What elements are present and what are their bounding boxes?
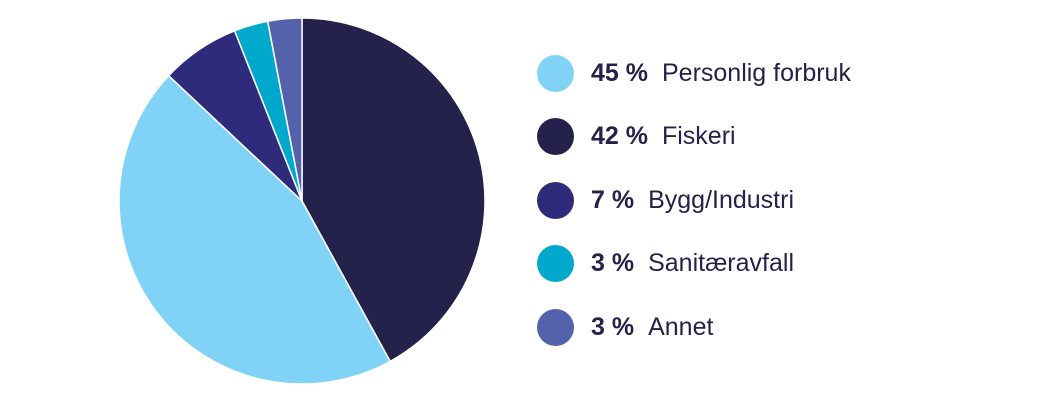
legend-label: Personlig forbruk <box>661 58 851 87</box>
legend-swatch <box>537 181 574 219</box>
pie-slice-fiskeri <box>301 17 486 363</box>
legend-swatch <box>537 54 574 92</box>
legend-swatch <box>537 308 574 346</box>
legend-item: 3 % Sanitæravfall <box>537 245 851 283</box>
legend-label: Sanitæravfall <box>648 249 794 277</box>
legend-percent: 42 % <box>591 122 648 150</box>
legend-item: 45 % Personlig forbruk <box>537 54 851 92</box>
legend-percent: 45 % <box>591 58 648 87</box>
legend-item: 3 % Annet <box>537 308 851 346</box>
legend-percent: 7 % <box>591 185 635 214</box>
pie-slice-annet <box>266 17 303 202</box>
legend-percent: 3 % <box>591 312 635 341</box>
legend-item: 42 % Fiskeri <box>537 118 851 156</box>
legend-swatch <box>537 118 574 155</box>
legend-label: Annet <box>648 312 714 341</box>
legend-item: 7 % Bygg/Industri <box>537 181 851 219</box>
legend-swatch <box>537 245 574 282</box>
legend-label: Fiskeri <box>661 122 736 150</box>
pie-slice-personlig-forbruk <box>118 74 392 385</box>
legend: 45 % Personlig forbruk 42 % Fiskeri 7 % Bygg/… <box>537 54 851 372</box>
legend-percent: 3 % <box>591 249 635 277</box>
legend-label: Bygg/Industri <box>648 185 795 214</box>
